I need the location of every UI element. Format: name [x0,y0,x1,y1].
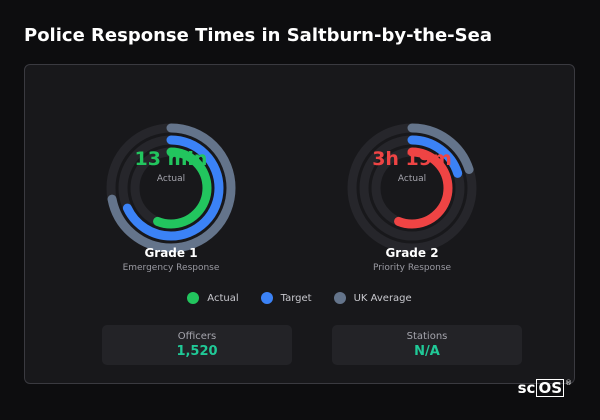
legend-label-actual: Actual [207,292,239,304]
officers-stat-card: Officers 1,520 [102,325,292,365]
uk-average-dot-icon [333,292,346,304]
grade-1-rings [106,123,236,253]
grade-1-actual-label: Actual [156,174,186,184]
grade-1-target-ring [118,135,224,241]
legend-label-target: Target [280,292,312,304]
grade-2-uk-average-ring [347,123,477,253]
grade-1-actual-ring [130,147,212,229]
grade-2-actual-value: 3h 19m [372,148,452,170]
grade-1-description: Emergency Response [122,263,220,273]
legend-item-uk-average: UK Average [333,292,412,304]
logo-prefix: sc [517,379,536,397]
stations-stat-value: N/A [414,344,440,359]
grade-1-uk-average-ring [106,123,236,253]
grade-1-caption: Grade 1 Emergency Response [71,246,271,273]
scos-logo: sc OS ® [518,379,572,397]
target-dot-icon [260,292,273,304]
legend: Actual Target UK Average [25,292,574,304]
grade-2-title: Grade 2 [385,246,439,260]
officers-stat-label: Officers [177,331,217,342]
legend-item-target: Target [260,292,312,304]
grade-2-description: Priority Response [372,263,452,273]
grade-2-actual-ring [371,147,453,229]
grade-2-target-ring [359,135,465,241]
grade-1-title: Grade 1 [144,246,198,260]
actual-dot-icon [187,292,200,304]
stations-stat-label: Stations [406,331,448,342]
response-panel: 13 min Actual 3h 19m Actual Grade 1 Emer… [24,64,575,384]
grade-1-gauge: 13 min Actual [96,113,246,263]
grade-2-rings [347,123,477,253]
legend-label-uk-average: UK Average [353,292,412,304]
page-title: Police Response Times in Saltburn-by-the… [24,25,492,46]
legend-item-actual: Actual [187,292,239,304]
registered-mark: ® [565,379,572,387]
grade-2-caption: Grade 2 Priority Response [312,246,512,273]
officers-stat-value: 1,520 [176,344,218,359]
logo-boxed-text: OS [536,379,564,397]
grade-2-gauge: 3h 19m Actual [337,113,487,263]
grade-1-actual-value: 13 min [134,148,208,170]
stations-stat-card: Stations N/A [332,325,522,365]
grade-2-actual-label: Actual [397,174,427,184]
